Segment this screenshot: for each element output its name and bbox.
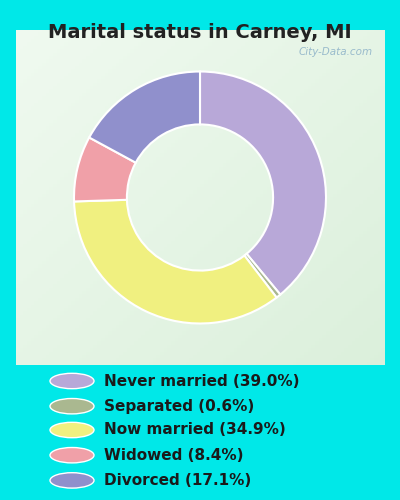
Wedge shape xyxy=(244,254,280,298)
Text: Divorced (17.1%): Divorced (17.1%) xyxy=(104,473,251,488)
Circle shape xyxy=(50,398,94,414)
Circle shape xyxy=(50,422,94,438)
Text: Never married (39.0%): Never married (39.0%) xyxy=(104,374,300,388)
Text: Marital status in Carney, MI: Marital status in Carney, MI xyxy=(48,22,352,42)
Circle shape xyxy=(50,472,94,488)
Wedge shape xyxy=(74,200,276,324)
Wedge shape xyxy=(200,72,326,294)
Text: City-Data.com: City-Data.com xyxy=(299,46,373,56)
Text: Now married (34.9%): Now married (34.9%) xyxy=(104,422,286,438)
Wedge shape xyxy=(74,138,136,202)
Text: Widowed (8.4%): Widowed (8.4%) xyxy=(104,448,244,462)
Circle shape xyxy=(50,448,94,463)
Wedge shape xyxy=(89,72,200,162)
Circle shape xyxy=(50,374,94,388)
Text: Separated (0.6%): Separated (0.6%) xyxy=(104,398,254,413)
